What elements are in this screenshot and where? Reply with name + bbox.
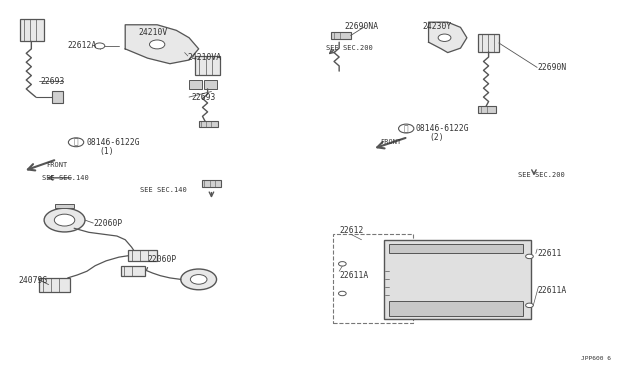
Text: 22611: 22611 xyxy=(537,249,561,258)
Circle shape xyxy=(525,254,533,259)
Text: 08146-6122G: 08146-6122G xyxy=(86,138,140,147)
Bar xyxy=(202,180,221,187)
Circle shape xyxy=(190,275,207,284)
Bar xyxy=(389,301,523,317)
Text: SEE SEC.200: SEE SEC.200 xyxy=(518,172,564,178)
Text: 22612A: 22612A xyxy=(68,41,97,50)
Text: 22060P: 22060P xyxy=(148,255,177,264)
Bar xyxy=(478,34,499,52)
Polygon shape xyxy=(429,22,467,52)
Circle shape xyxy=(438,34,451,41)
Bar xyxy=(121,266,145,276)
Text: (1): (1) xyxy=(100,147,115,155)
Text: 22060P: 22060P xyxy=(93,219,122,228)
Text: Ⓑ: Ⓑ xyxy=(74,138,78,147)
Circle shape xyxy=(68,138,84,147)
Bar xyxy=(20,19,44,41)
Circle shape xyxy=(150,40,165,49)
Text: FRONT: FRONT xyxy=(47,161,68,167)
Bar xyxy=(195,55,220,75)
Text: SEE SEC.200: SEE SEC.200 xyxy=(326,45,373,51)
Circle shape xyxy=(44,208,85,232)
Text: (2): (2) xyxy=(430,133,444,142)
Text: 22693: 22693 xyxy=(191,93,216,102)
Bar xyxy=(478,106,496,113)
Text: 24210V: 24210V xyxy=(138,28,167,37)
Text: FRONT: FRONT xyxy=(381,139,402,145)
Text: JPP600 6: JPP600 6 xyxy=(580,356,611,361)
Bar xyxy=(129,250,157,261)
Circle shape xyxy=(525,303,533,308)
Circle shape xyxy=(399,124,414,133)
Text: SEE SEC.140: SEE SEC.140 xyxy=(140,187,187,193)
Polygon shape xyxy=(125,25,198,64)
Text: 22690NA: 22690NA xyxy=(344,22,378,31)
Circle shape xyxy=(54,214,75,226)
Bar xyxy=(389,244,523,253)
Bar xyxy=(198,121,218,128)
Bar xyxy=(189,80,202,89)
Text: Ⓑ: Ⓑ xyxy=(404,124,408,133)
Bar xyxy=(333,234,413,323)
Bar xyxy=(39,278,70,292)
Text: 24210VA: 24210VA xyxy=(188,52,222,61)
Bar xyxy=(332,32,351,39)
Bar xyxy=(55,204,74,208)
Bar xyxy=(204,80,216,89)
Text: 24230Y: 24230Y xyxy=(422,22,451,31)
Text: 22611A: 22611A xyxy=(537,286,566,295)
Bar xyxy=(52,92,63,103)
Text: 22690N: 22690N xyxy=(537,63,566,72)
Circle shape xyxy=(339,262,346,266)
Circle shape xyxy=(339,291,346,296)
Bar xyxy=(384,240,531,320)
Text: 22693: 22693 xyxy=(40,77,65,86)
Text: SEE SEC.140: SEE SEC.140 xyxy=(42,175,89,181)
Text: 08146-6122G: 08146-6122G xyxy=(416,124,469,133)
Circle shape xyxy=(95,43,105,49)
Text: 24079G: 24079G xyxy=(19,276,48,285)
Circle shape xyxy=(180,269,216,290)
Text: 22611A: 22611A xyxy=(339,271,369,280)
Text: 22612: 22612 xyxy=(339,226,364,235)
